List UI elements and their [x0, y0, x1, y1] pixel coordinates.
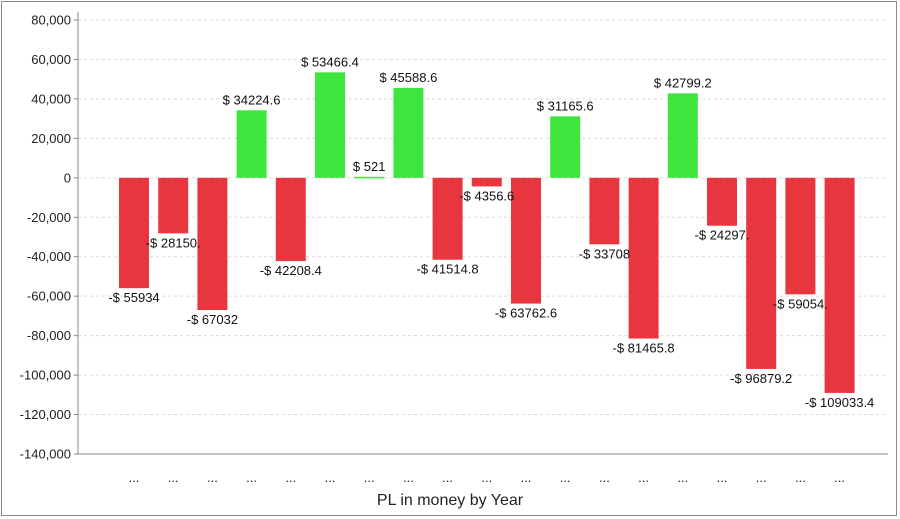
- data-label: $ 34224.6: [223, 92, 281, 107]
- bars: [119, 72, 855, 393]
- data-label: -$ 59054.: [773, 296, 828, 311]
- y-tick-label: -120,000: [20, 407, 71, 422]
- bar: [824, 177, 855, 393]
- y-tick-label: -100,000: [20, 368, 71, 383]
- y-tick-label: 20,000: [31, 131, 71, 146]
- x-tick-label: ...: [403, 470, 414, 485]
- data-label: $ 31165.6: [537, 98, 594, 113]
- data-label: -$ 96879.2: [730, 371, 792, 386]
- data-label: -$ 55934: [108, 290, 159, 305]
- bar: [785, 177, 816, 295]
- x-tick-label: ...: [521, 470, 532, 485]
- bar: [275, 177, 306, 262]
- x-tick-label: ...: [246, 470, 257, 485]
- bar: [589, 177, 620, 245]
- y-tick-label: 0: [64, 170, 71, 185]
- x-tick-label: ...: [599, 470, 610, 485]
- x-tick-label: ...: [717, 470, 728, 485]
- y-tick-label: -20,000: [27, 210, 71, 225]
- data-label: $ 53466.4: [301, 54, 359, 69]
- x-tick-label: ...: [756, 470, 767, 485]
- data-label: -$ 63762.6: [495, 306, 557, 321]
- data-label: -$ 81465.8: [613, 341, 675, 356]
- bar: [119, 177, 149, 289]
- data-label: -$ 4356.6: [459, 188, 514, 203]
- data-label: -$ 24297.: [695, 228, 750, 243]
- x-tick-label: ...: [560, 470, 571, 485]
- data-label: -$ 67032: [187, 312, 238, 327]
- bar: [707, 177, 737, 226]
- bar: [667, 93, 698, 178]
- data-label: -$ 41514.8: [417, 262, 479, 277]
- bar: [550, 116, 581, 178]
- x-tick-label: ...: [677, 470, 688, 485]
- bar: [236, 110, 267, 178]
- x-tick-label: ...: [364, 470, 375, 485]
- bar: [511, 177, 541, 304]
- data-label: -$ 28150.: [146, 235, 201, 250]
- bar: [471, 177, 502, 187]
- x-tick-label: ...: [638, 470, 649, 485]
- y-tick-label: -60,000: [27, 289, 71, 304]
- data-label: -$ 42208.4: [260, 263, 322, 278]
- x-axis-ticks: ........................................…: [129, 470, 845, 485]
- bar: [354, 176, 385, 179]
- y-tick-label: 60,000: [31, 52, 71, 67]
- x-tick-label: ...: [325, 470, 336, 485]
- y-axis: 80,000 60,000 40,000 20,000 0 -20,000 -40,000 -…: [20, 12, 888, 462]
- data-label: -$ 109033.4: [805, 395, 874, 410]
- y-tick-label: -80,000: [27, 328, 71, 343]
- x-tick-label: ...: [795, 470, 806, 485]
- x-tick-label: ...: [168, 470, 179, 485]
- data-label: $ 45588.6: [379, 70, 437, 85]
- x-tick-label: ...: [285, 470, 296, 485]
- y-tick-label: 80,000: [31, 13, 71, 28]
- y-tick-label: -140,000: [20, 447, 71, 462]
- x-axis-title: PL in money by Year: [376, 492, 524, 509]
- x-tick-label: ...: [834, 470, 845, 485]
- bar: [158, 177, 189, 234]
- x-tick-label: ...: [481, 470, 492, 485]
- bar: [197, 177, 228, 311]
- bar: [746, 177, 777, 369]
- bar: [315, 72, 345, 178]
- y-tick-label: 40,000: [31, 91, 71, 106]
- bar: [393, 87, 424, 178]
- data-label: $ 42799.2: [654, 75, 712, 90]
- bar: [628, 177, 659, 339]
- x-tick-label: ...: [129, 470, 140, 485]
- bar: [432, 177, 463, 260]
- data-label: -$ 33708: [579, 246, 630, 261]
- data-label: $ 521: [353, 159, 386, 174]
- x-tick-label: ...: [207, 470, 218, 485]
- x-tick-label: ...: [442, 470, 453, 485]
- data-labels: -$ 55934 -$ 28150. -$ 67032 $ 34224.6 -$ 422…: [108, 54, 874, 410]
- y-tick-label: -40,000: [27, 249, 71, 264]
